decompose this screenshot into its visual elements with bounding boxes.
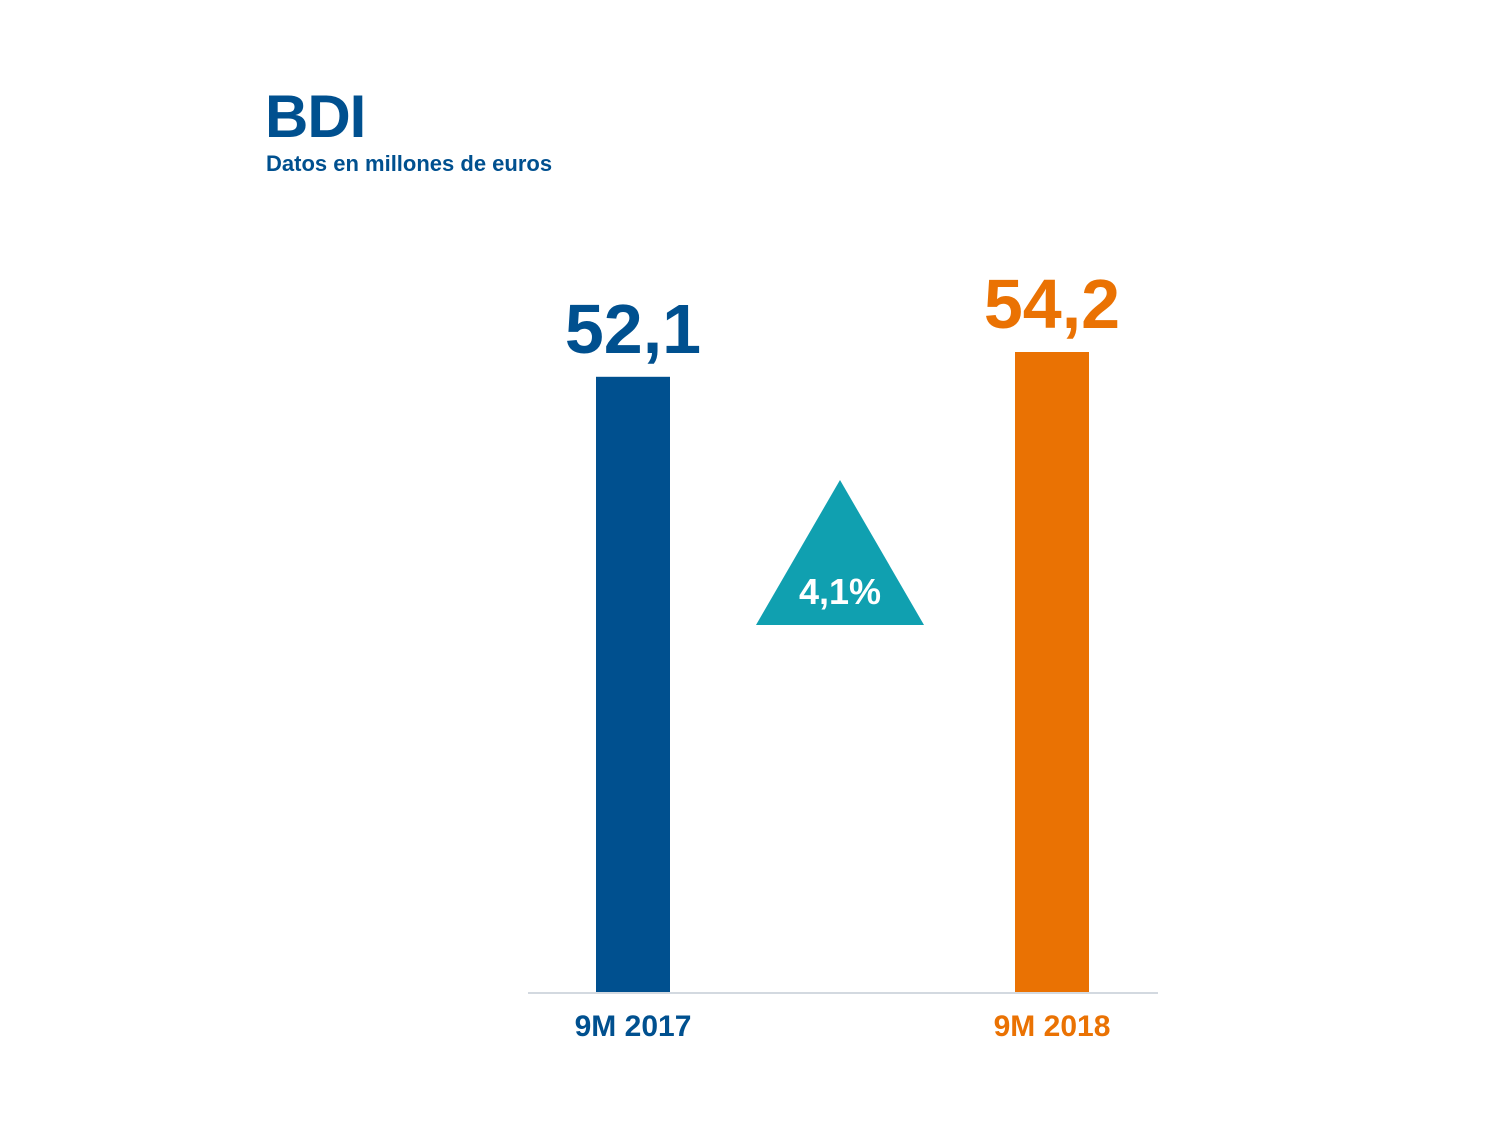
- category-label-1: 9M 2018: [994, 1010, 1111, 1043]
- change-percent-label: 4,1%: [799, 571, 881, 612]
- bar-0: [596, 376, 670, 992]
- change-indicator: 4,1%: [756, 480, 924, 625]
- bar-value-label-0: 52,1: [565, 290, 701, 368]
- chart-subtitle: Datos en millones de euros: [266, 151, 553, 176]
- bars-layer: 52,1 9M 2017 54,2 9M 2018: [565, 265, 1120, 1043]
- chart-title: BDI: [265, 83, 366, 150]
- up-triangle-icon: [756, 480, 924, 625]
- bar-1: [1015, 352, 1089, 992]
- bar-value-label-1: 54,2: [984, 265, 1120, 343]
- category-label-0: 9M 2017: [575, 1010, 692, 1043]
